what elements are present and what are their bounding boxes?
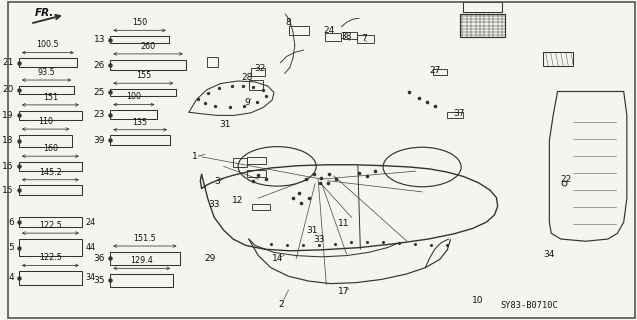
Text: 100: 100 — [126, 92, 141, 101]
Text: 16: 16 — [3, 162, 14, 171]
Text: 93.5: 93.5 — [38, 68, 55, 77]
Text: 155: 155 — [136, 71, 151, 80]
Bar — [110, 135, 170, 145]
Text: 34: 34 — [85, 273, 96, 282]
Bar — [19, 111, 82, 120]
Text: 7: 7 — [361, 34, 367, 43]
Bar — [357, 35, 374, 43]
Text: 44: 44 — [85, 243, 96, 252]
Bar — [460, 14, 505, 37]
Bar — [19, 239, 82, 256]
Bar — [110, 36, 169, 43]
Text: 24: 24 — [85, 218, 96, 227]
Text: 100.5: 100.5 — [36, 40, 59, 50]
Text: 31: 31 — [307, 226, 318, 235]
Bar — [543, 52, 573, 66]
Text: 25: 25 — [94, 88, 105, 97]
Bar — [289, 26, 309, 35]
Text: 39: 39 — [94, 136, 105, 145]
Text: 21: 21 — [3, 58, 14, 67]
Text: 37: 37 — [453, 109, 464, 118]
Bar — [19, 271, 82, 284]
Text: 10: 10 — [472, 296, 483, 305]
Text: 151.5: 151.5 — [134, 234, 156, 243]
Bar — [247, 170, 266, 177]
Text: 24: 24 — [323, 27, 334, 36]
Text: 33: 33 — [313, 235, 325, 244]
Text: 31: 31 — [220, 120, 231, 129]
Bar — [206, 57, 218, 67]
Bar — [19, 58, 77, 67]
Text: 22: 22 — [560, 175, 571, 184]
Text: 160: 160 — [43, 144, 58, 153]
Bar — [343, 32, 357, 39]
Text: 9: 9 — [245, 98, 250, 107]
Text: 14: 14 — [271, 254, 283, 263]
Bar — [463, 2, 502, 12]
Text: 11: 11 — [338, 219, 349, 228]
Bar — [252, 204, 269, 210]
Text: 33: 33 — [208, 200, 220, 209]
Bar — [447, 112, 463, 118]
Text: 8: 8 — [285, 18, 291, 27]
Text: 27: 27 — [429, 66, 440, 75]
Text: 3: 3 — [215, 177, 220, 186]
Text: SY83-B0710C: SY83-B0710C — [500, 301, 558, 310]
Text: 150: 150 — [132, 18, 147, 27]
Text: 145.2: 145.2 — [39, 168, 62, 177]
Bar — [110, 274, 173, 287]
Text: 151: 151 — [43, 93, 58, 102]
Text: 5: 5 — [8, 243, 14, 252]
Text: 122.5: 122.5 — [39, 253, 62, 262]
Bar — [19, 162, 82, 171]
Bar — [19, 86, 75, 94]
Text: 1: 1 — [192, 152, 198, 161]
Bar — [110, 60, 186, 70]
Text: 13: 13 — [94, 35, 105, 44]
Bar — [110, 89, 176, 96]
Text: 2: 2 — [279, 300, 284, 308]
Bar — [251, 68, 264, 76]
Text: FR.: FR. — [34, 8, 54, 19]
Text: 38: 38 — [341, 32, 352, 41]
Text: 135: 135 — [132, 117, 148, 126]
Text: 29: 29 — [204, 254, 215, 263]
Bar — [110, 252, 180, 265]
Text: 20: 20 — [3, 85, 14, 94]
Text: 36: 36 — [94, 254, 105, 263]
Text: 18: 18 — [3, 136, 14, 145]
Bar — [325, 33, 341, 41]
Bar — [233, 158, 247, 167]
Text: 34: 34 — [543, 251, 555, 260]
Text: 17: 17 — [338, 287, 350, 296]
Text: 35: 35 — [94, 276, 105, 285]
Bar — [19, 186, 82, 195]
Text: 260: 260 — [141, 42, 155, 51]
Text: 32: 32 — [254, 64, 265, 73]
Bar — [247, 157, 266, 164]
Bar — [249, 80, 262, 90]
Bar — [433, 69, 447, 75]
Text: 23: 23 — [94, 110, 105, 119]
Bar — [19, 217, 82, 227]
Text: 122.5: 122.5 — [39, 221, 62, 230]
Bar — [19, 135, 73, 147]
Text: 15: 15 — [3, 186, 14, 195]
Text: 12: 12 — [233, 196, 244, 205]
Text: 26: 26 — [94, 60, 105, 69]
Text: 19: 19 — [3, 111, 14, 120]
Text: 129.4: 129.4 — [131, 256, 153, 265]
Text: 6: 6 — [8, 218, 14, 227]
Text: 28: 28 — [241, 73, 253, 82]
Text: 4: 4 — [8, 273, 14, 282]
Bar — [110, 110, 157, 119]
Text: 110: 110 — [38, 117, 53, 126]
